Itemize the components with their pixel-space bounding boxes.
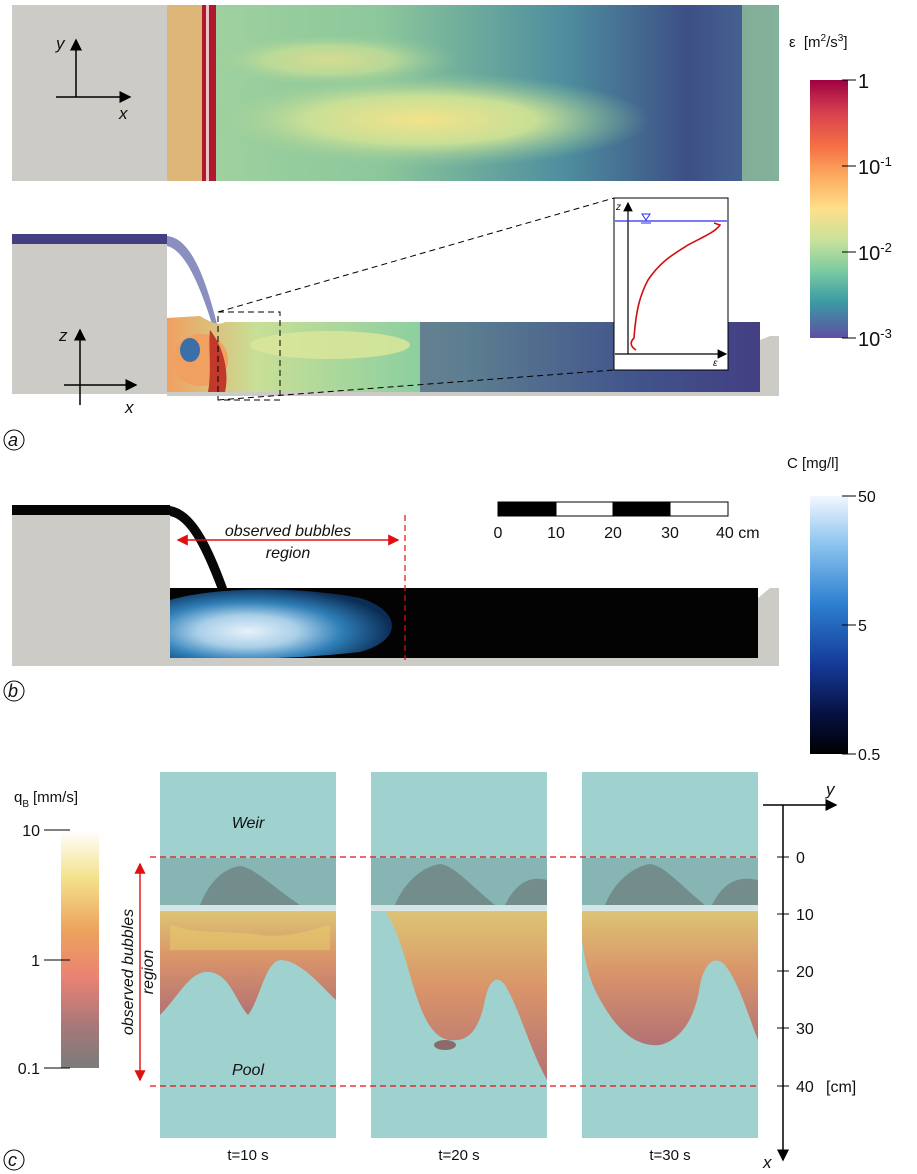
axis-x-label-c: x: [762, 1153, 772, 1172]
panel-a-side-view: z x z ε: [12, 197, 779, 417]
panel-b-concentration: observed bubbles region: [12, 505, 779, 666]
epsilon-profile-curve: [630, 222, 722, 351]
axis-z-label: z: [58, 326, 68, 345]
falling-jet: [167, 236, 218, 330]
axis-y-label-c: y: [825, 780, 836, 799]
scale-bar-tick: 10: [547, 525, 565, 542]
scale-bar-tick: 0: [494, 525, 503, 542]
snapshot-t10: [160, 772, 336, 1138]
panel-a-label: a: [8, 430, 18, 450]
concentration-colorbar-label: C [mg/l]: [787, 455, 839, 472]
epsilon-colorbar-tick: 10-1: [858, 154, 892, 179]
epsilon-colorbar: ε [m2/s3] 1 10-1 10-2 10-3: [789, 33, 892, 351]
epsilon-colorbar-tick: 10-3: [858, 326, 892, 351]
scale-bar-tick: 30: [661, 525, 679, 542]
side-axes: z x: [58, 326, 138, 417]
bubble-concentration-cloud: [170, 589, 392, 660]
concentration-colorbar: C [mg/l] 50 5 0.5: [787, 455, 880, 764]
svg-text:region: region: [140, 950, 157, 995]
axis-tick: 20: [796, 964, 814, 981]
scale-bar: 0 10 20 30 40 cm: [494, 501, 760, 542]
qb-colorbar-tick: 10: [22, 823, 40, 840]
axis-y-label: y: [55, 34, 66, 53]
qb-colorbar: qB [mm/s] 10 1 0.1: [14, 789, 99, 1078]
svg-text:observed bubbles: observed bubbles: [225, 523, 351, 540]
time-label: t=30 s: [649, 1147, 690, 1164]
downstream-sill: [760, 336, 779, 392]
svg-text:region: region: [266, 545, 311, 562]
scale-bar-tick: 20: [604, 525, 622, 542]
axis-x-label: x: [118, 104, 128, 123]
top-axes: y x: [55, 34, 132, 123]
panel-c-label: c: [8, 1150, 17, 1170]
time-label: t=10 s: [227, 1147, 268, 1164]
epsilon-colorbar-label: ε [m2/s3]: [789, 33, 848, 51]
panel-b-label: b: [8, 681, 18, 701]
jet-impact-band: [167, 5, 203, 181]
axis-tick: 10: [796, 907, 814, 924]
pool-label: Pool: [232, 1062, 264, 1079]
water-level-icon: [641, 213, 651, 221]
qb-colorbar-tick: 0.1: [18, 1061, 40, 1078]
time-label: t=20 s: [438, 1147, 479, 1164]
axis-x-label-side: x: [124, 398, 134, 417]
svg-text:z: z: [615, 202, 621, 213]
svg-text:observed bubbles: observed bubbles: [120, 909, 137, 1035]
flow-core-top: [190, 72, 650, 168]
concentration-colorbar-tick: 50: [858, 489, 876, 506]
concentration-colorbar-tick: 5: [858, 618, 867, 635]
epsilon-colorbar-tick: 1: [858, 71, 869, 93]
upstream-flow: [12, 234, 167, 244]
weir-label: Weir: [232, 815, 265, 832]
epsilon-colorbar-tick: 10-2: [858, 240, 892, 265]
axis-tick: 0: [796, 850, 805, 867]
qb-colorbar-label: qB [mm/s]: [14, 789, 78, 810]
axis-unit: [cm]: [826, 1079, 856, 1096]
snapshot-t20: [371, 772, 547, 1138]
axis-tick: 40: [796, 1079, 814, 1096]
time-labels: t=10 s t=20 s t=30 s: [227, 1147, 690, 1164]
svg-text:ε: ε: [713, 358, 718, 369]
scale-bar-tick: 40 cm: [716, 525, 760, 542]
concentration-colorbar-tick: 0.5: [858, 747, 880, 764]
weir-block-top: [12, 5, 167, 181]
axis-tick: 30: [796, 1021, 814, 1038]
qb-colorbar-tick: 1: [31, 953, 40, 970]
weir-block-b: [12, 515, 170, 663]
zoom-box: [217, 311, 281, 401]
epsilon-profile-inset: z ε: [613, 197, 729, 371]
panel-c-axis: y x 0 10 20 30 40 [cm]: [762, 780, 856, 1172]
snapshot-t30: [582, 772, 758, 1138]
weir-block-side: [12, 244, 167, 394]
falling-jet-b: [170, 506, 230, 600]
panel-a-top-view: y x: [12, 5, 779, 181]
